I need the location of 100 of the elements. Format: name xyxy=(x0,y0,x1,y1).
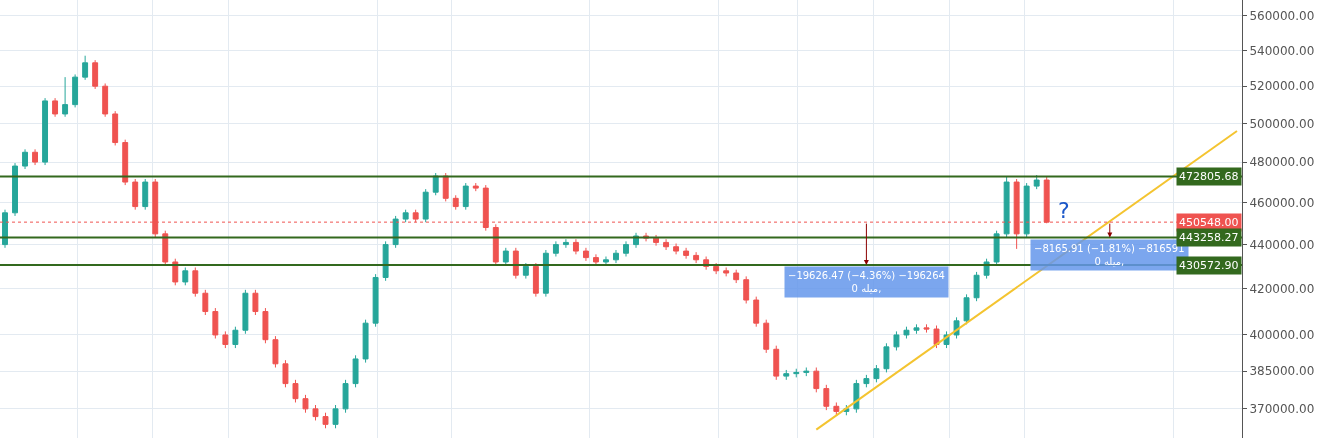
candlestick xyxy=(92,59,99,90)
candlestick xyxy=(572,238,579,255)
y-tick-label: 385000.00 xyxy=(1249,364,1315,379)
candlestick xyxy=(222,330,229,349)
candlestick xyxy=(292,379,299,403)
candlestick xyxy=(773,345,780,381)
candlestick xyxy=(462,182,469,211)
candlestick xyxy=(202,289,209,316)
candlestick xyxy=(1033,174,1040,190)
candlestick xyxy=(913,323,920,335)
ref-line-label: 450548.00 xyxy=(1179,216,1239,229)
candlestick xyxy=(452,194,459,211)
candlestick xyxy=(813,367,820,393)
y-tick-label: 440000.00 xyxy=(1249,237,1315,252)
candlestick xyxy=(272,335,279,368)
candlestick xyxy=(502,247,509,266)
y-tick-label: 370000.00 xyxy=(1249,402,1315,417)
candlestick xyxy=(112,110,119,146)
candlestick xyxy=(282,359,289,388)
candlestick xyxy=(973,271,980,302)
candlestick xyxy=(142,178,149,211)
candlestick xyxy=(42,97,49,166)
candlestick xyxy=(442,172,449,202)
candlestick xyxy=(823,384,830,411)
candlestick xyxy=(122,139,129,186)
candlestick xyxy=(252,289,259,316)
candlestick xyxy=(713,262,720,275)
ref-line-label: 472805.68 xyxy=(1179,170,1239,183)
candlestick xyxy=(723,266,730,277)
candlestick xyxy=(763,319,770,354)
candlestick xyxy=(683,247,690,260)
candlestick xyxy=(422,188,429,223)
candlestick xyxy=(132,178,139,211)
candlestick xyxy=(1023,182,1030,238)
candlestick xyxy=(322,412,329,429)
annotation: ? xyxy=(1058,198,1070,223)
y-tick-label: 500000.00 xyxy=(1249,116,1315,131)
candlestick xyxy=(472,182,479,192)
y-tick-label: 520000.00 xyxy=(1249,79,1315,94)
candlestick xyxy=(623,240,629,258)
candlestick xyxy=(893,330,900,351)
candlestick xyxy=(182,266,189,286)
candlestick xyxy=(12,162,18,217)
ref-line-label: 443258.27 xyxy=(1179,231,1239,244)
candlestick xyxy=(833,401,840,416)
candlestick xyxy=(192,266,199,298)
candlestick xyxy=(162,230,169,266)
candlestick xyxy=(673,243,680,255)
candlestick xyxy=(492,223,499,266)
candlestick xyxy=(552,240,559,258)
candlestick xyxy=(392,215,399,249)
y-tick-label: 480000.00 xyxy=(1249,155,1315,170)
candlestick xyxy=(172,258,179,286)
candlestick xyxy=(302,394,309,414)
y-tick-label: 540000.00 xyxy=(1249,43,1315,58)
candlestick xyxy=(693,251,700,264)
candlestick xyxy=(562,238,569,249)
candlestick xyxy=(542,249,549,298)
candlestick xyxy=(923,323,930,334)
ref-line-label: 430572.90 xyxy=(1179,259,1239,272)
candlestick xyxy=(803,367,810,377)
candlestick xyxy=(963,293,970,325)
candlestick xyxy=(352,354,359,388)
candlestick xyxy=(532,262,539,298)
y-tick-label: 460000.00 xyxy=(1249,195,1315,210)
candlestick xyxy=(512,247,519,280)
candlestick xyxy=(873,364,880,383)
candlestick xyxy=(212,307,219,340)
candlestick xyxy=(783,369,790,381)
y-tick-label: 560000.00 xyxy=(1249,9,1315,24)
candlestick xyxy=(72,73,79,108)
candlestick xyxy=(903,326,910,340)
candlestick xyxy=(853,379,860,414)
candlestick xyxy=(62,76,69,118)
candlestick xyxy=(362,319,369,364)
candlestick xyxy=(382,240,389,282)
candlestick xyxy=(883,342,890,373)
y-tick-label: 420000.00 xyxy=(1249,281,1315,296)
candlestick xyxy=(1003,175,1010,238)
candlestick xyxy=(2,209,8,249)
candlestick xyxy=(432,172,439,196)
candlestick xyxy=(32,148,39,166)
candlestick xyxy=(102,82,109,118)
candlestick xyxy=(993,230,1000,266)
candlestick xyxy=(22,148,28,170)
y-tick-label: 400000.00 xyxy=(1249,328,1315,343)
candlestick xyxy=(582,247,589,262)
candlestick xyxy=(753,296,760,328)
candlestick xyxy=(372,273,379,328)
candlestick xyxy=(52,97,59,118)
candlestick xyxy=(593,253,599,266)
candlestick xyxy=(342,379,349,414)
candlestick xyxy=(663,238,670,251)
candlestick xyxy=(82,55,89,81)
candlestick xyxy=(522,262,529,280)
candlestick xyxy=(242,289,249,335)
candlestick xyxy=(613,249,619,264)
candlestick xyxy=(603,256,609,266)
candlestick xyxy=(402,209,409,223)
candlestick xyxy=(863,374,870,388)
